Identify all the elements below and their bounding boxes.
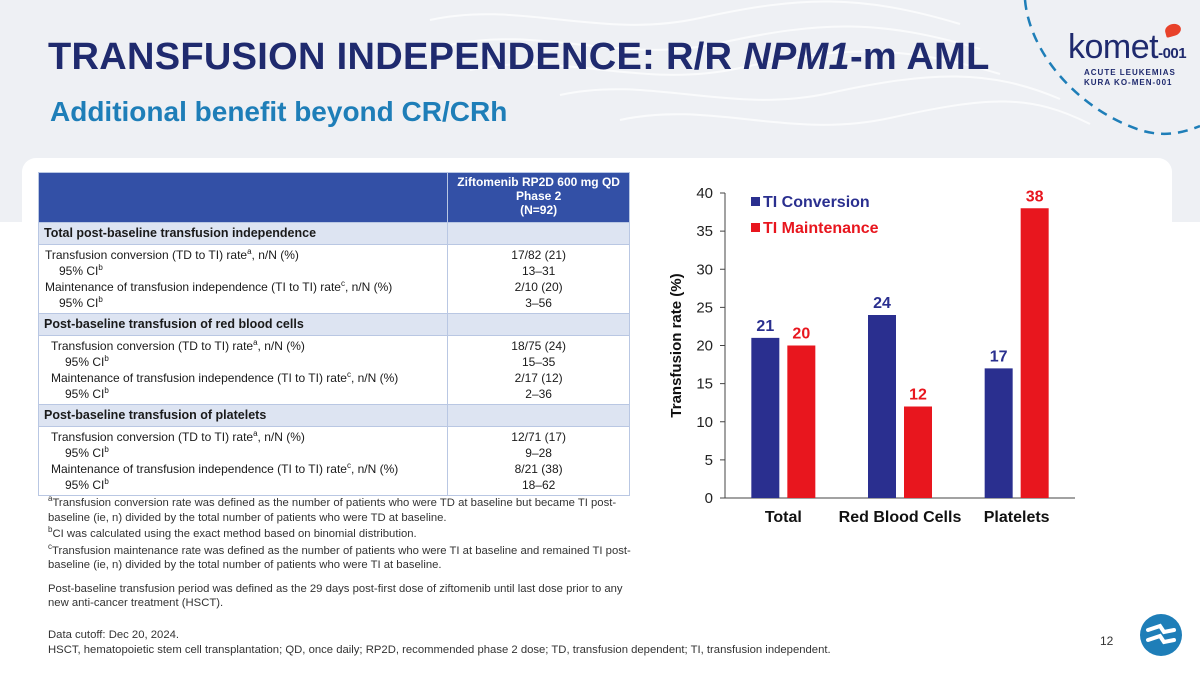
x-category-label: Red Blood Cells (839, 509, 962, 526)
bar-data-label: 20 (792, 326, 810, 343)
abbreviations: HSCT, hematopoietic stem cell transplant… (48, 643, 831, 656)
value-cell: 12/71 (17) 9–28 8/21 (38) 18–62 (447, 426, 630, 496)
bar-data-label: 24 (873, 295, 891, 312)
row-label: 95% CIb (59, 295, 103, 311)
section-empty-cell (447, 222, 630, 245)
table-header-row: Ziftomenib RP2D 600 mg QD Phase 2 (N=92) (37, 172, 630, 223)
row-value: 12/71 (17) (511, 430, 566, 444)
kura-corner-icon (1140, 614, 1182, 656)
bar-data-label: 17 (990, 348, 1008, 365)
bar-ti-conversion (868, 315, 896, 498)
row-label: 95% CIb (59, 263, 103, 279)
bar-ti-conversion (984, 368, 1013, 498)
logo-wordmark: komet-001 (1068, 28, 1187, 66)
footnote-c: cTransfusion maintenance rate was define… (48, 541, 631, 571)
row-label: 95% CIb (65, 386, 109, 402)
logo-line2: KURA KO-MEN-001 (1084, 78, 1173, 87)
row-label: 95% CIb (65, 354, 109, 370)
section-title: Total post-baseline transfusion independ… (37, 222, 449, 245)
row-label: Maintenance of transfusion independence … (51, 370, 399, 386)
header-line1: Ziftomenib RP2D 600 mg QD (457, 175, 620, 189)
legend-label: TI Maintenance (763, 220, 879, 237)
header-line3: (N=92) (520, 203, 558, 217)
row-value: 2/10 (20) (514, 280, 563, 294)
value-cell: 17/82 (21) 13–31 2/10 (20) 3–56 (447, 244, 630, 314)
y-tick-label: 20 (696, 338, 713, 355)
bottom-notes: Data cutoff: Dec 20, 2024. HSCT, hematop… (48, 628, 831, 657)
footnote-b: bCI was calculated using the exact metho… (48, 525, 417, 540)
row-value: 3–56 (525, 296, 552, 310)
legend-label: TI Conversion (763, 194, 870, 211)
footnote-a: aTransfusion conversion rate was defined… (48, 494, 617, 524)
row-label: Transfusion conversion (TD to TI) ratea,… (45, 247, 299, 263)
table-row: Transfusion conversion (TD to TI) ratea,… (37, 335, 630, 405)
y-tick-label: 40 (696, 185, 713, 202)
section-empty-cell (447, 313, 630, 336)
y-tick-label: 35 (696, 223, 713, 240)
row-label: Maintenance of transfusion independence … (45, 279, 393, 295)
value-cell: 18/75 (24) 15–35 2/17 (12) 2–36 (447, 335, 630, 405)
y-tick-label: 10 (696, 414, 713, 431)
transfusion-table: Ziftomenib RP2D 600 mg QD Phase 2 (N=92)… (37, 172, 630, 496)
label-cell: Transfusion conversion (TD to TI) ratea,… (37, 244, 449, 314)
table-header-cohort: Ziftomenib RP2D 600 mg QD Phase 2 (N=92) (447, 172, 630, 223)
bar-ti-conversion (751, 337, 780, 498)
y-tick-label: 30 (696, 261, 713, 278)
y-tick-label: 15 (696, 376, 713, 393)
x-category-label: Platelets (984, 509, 1050, 526)
bar-data-label: 21 (756, 318, 774, 335)
bar-ti-maintenance (787, 345, 816, 498)
row-value: 17/82 (21) (511, 248, 566, 262)
page-title: TRANSFUSION INDEPENDENCE: R/R NPM1-m AML (48, 36, 990, 78)
y-tick-label: 25 (696, 299, 713, 316)
label-cell: Transfusion conversion (TD to TI) ratea,… (37, 335, 449, 405)
section-empty-cell (447, 404, 630, 427)
section-title: Post-baseline transfusion of platelets (37, 404, 449, 427)
row-value: 2/17 (12) (514, 371, 563, 385)
row-value: 18/75 (24) (511, 339, 566, 353)
table-row: Transfusion conversion (TD to TI) ratea,… (37, 244, 630, 314)
row-label: Transfusion conversion (TD to TI) ratea,… (51, 338, 305, 354)
row-value: 2–36 (525, 387, 552, 401)
row-label: 95% CIb (65, 445, 109, 461)
row-value: 13–31 (521, 264, 556, 278)
legend-swatch (751, 197, 760, 206)
footnotes: aTransfusion conversion rate was defined… (48, 494, 638, 613)
logo-line1: ACUTE LEUKEMIAS (1084, 68, 1176, 77)
row-label: Transfusion conversion (TD to TI) ratea,… (51, 429, 305, 445)
y-axis-title: Transfusion rate (%) (668, 273, 685, 417)
data-cutoff: Data cutoff: Dec 20, 2024. (48, 629, 180, 641)
row-value: 15–35 (521, 355, 556, 369)
komet-logo: komet-001 ACUTE LEUKEMIAS KURA KO-MEN-00… (1058, 20, 1198, 110)
label-cell: Transfusion conversion (TD to TI) ratea,… (37, 426, 449, 496)
row-value: 9–28 (525, 446, 552, 460)
y-tick-label: 5 (705, 452, 713, 469)
y-tick-label: 0 (705, 490, 713, 507)
transfusion-rate-chart: 0 5 10 15 20 25 30 35 40 Transfusion rate (%) 21 20… (668, 185, 1075, 526)
bar-ti-maintenance (904, 406, 932, 498)
table-section-header: Post-baseline transfusion of platelets (37, 404, 630, 427)
row-value: 18–62 (521, 478, 556, 492)
x-category-label: Total (765, 509, 802, 526)
row-value: 8/21 (38) (514, 462, 563, 476)
footnote-period: Post-baseline transfusion period was def… (48, 582, 623, 610)
section-title: Post-baseline transfusion of red blood c… (37, 313, 449, 336)
legend-swatch (751, 223, 760, 232)
header-line2: Phase 2 (515, 189, 562, 203)
table-section-header: Total post-baseline transfusion independ… (37, 222, 630, 245)
bar-ti-maintenance (1020, 208, 1049, 498)
table-section-header: Post-baseline transfusion of red blood c… (37, 313, 630, 336)
table-header-empty (37, 172, 449, 223)
page-number: 12 (1100, 634, 1114, 648)
page-subtitle: Additional benefit beyond CR/CRh (50, 96, 508, 127)
bar-data-label: 12 (909, 387, 927, 404)
table-row: Transfusion conversion (TD to TI) ratea,… (37, 426, 630, 496)
row-label: Maintenance of transfusion independence … (51, 461, 399, 477)
bar-data-label: 38 (1026, 188, 1044, 205)
row-label: 95% CIb (65, 477, 109, 493)
decorative-waves (429, 0, 1200, 136)
